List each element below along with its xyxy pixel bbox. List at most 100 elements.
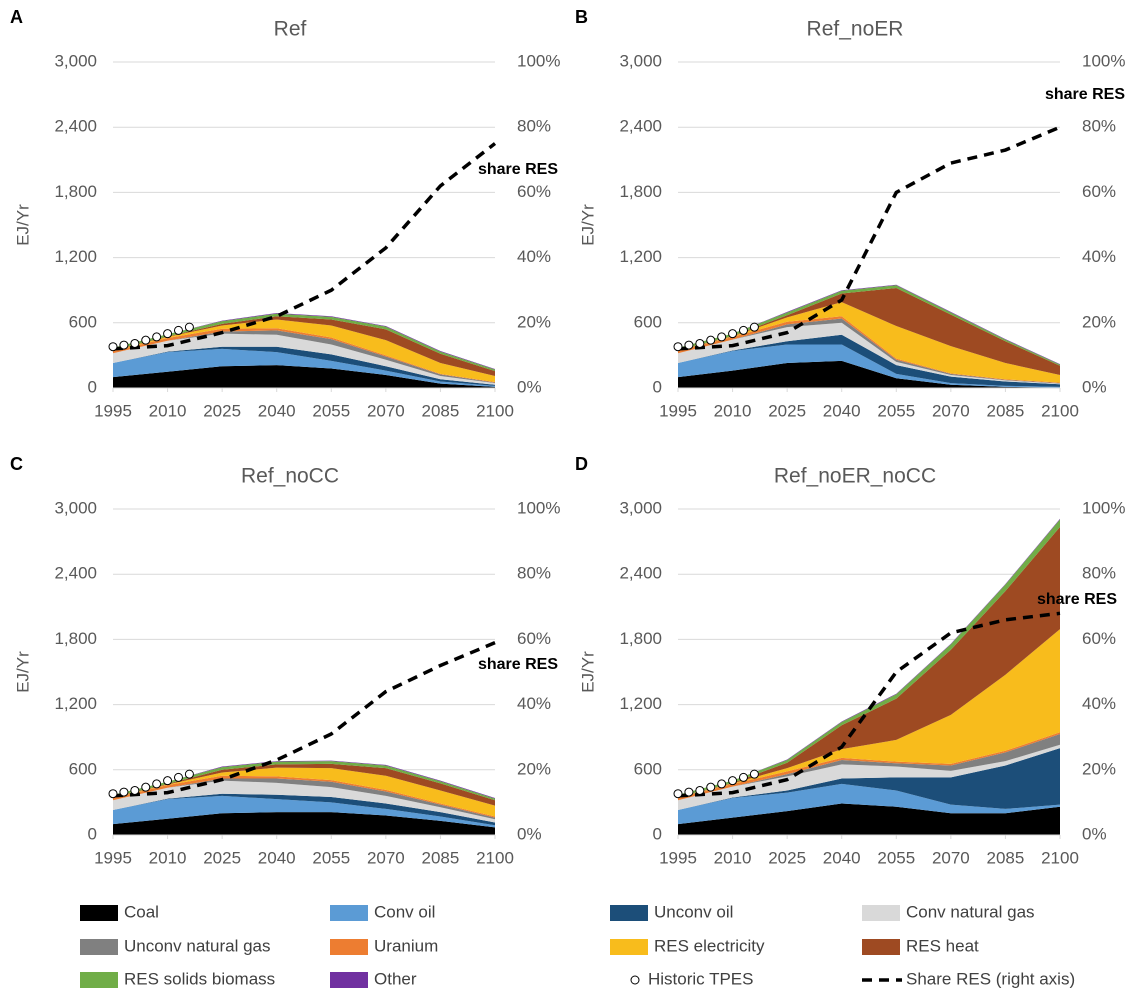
historic-point	[119, 787, 129, 797]
y2-tick-label: 100%	[517, 51, 560, 70]
chart-title: Ref_noCC	[241, 465, 339, 488]
historic-point	[695, 785, 705, 795]
annotation: share RES	[478, 656, 558, 673]
y-axis-label: EJ/Yr	[13, 651, 32, 693]
historic-point	[695, 338, 705, 348]
legend-label: Other	[374, 969, 417, 988]
legend-label: Coal	[124, 902, 159, 921]
y-tick-label: 0	[653, 824, 662, 843]
area	[113, 313, 495, 370]
y2-tick-label: 100%	[1082, 498, 1125, 517]
historic-point	[141, 335, 151, 345]
area	[113, 316, 495, 377]
historic-point	[173, 772, 183, 782]
area	[113, 795, 495, 828]
annotation: share RES	[1037, 591, 1117, 608]
x-tick-label: 1995	[659, 848, 697, 867]
legend-swatch	[330, 939, 368, 955]
area	[678, 302, 1060, 383]
x-tick-label: 2040	[823, 401, 861, 420]
y2-tick-label: 60%	[517, 629, 551, 648]
x-tick-label: 2085	[987, 848, 1025, 867]
x-tick-label: 1995	[94, 848, 132, 867]
historic-point	[163, 776, 173, 786]
x-tick-label: 2100	[1041, 401, 1079, 420]
historic-point	[184, 769, 194, 779]
x-tick-label: 2070	[932, 848, 970, 867]
chart-title: Ref_noER	[807, 18, 904, 41]
x-tick-label: 2040	[258, 401, 296, 420]
y2-tick-label: 20%	[517, 312, 551, 331]
y-tick-label: 3,000	[54, 51, 97, 70]
legend-label: Historic TPES	[648, 969, 754, 988]
y-tick-label: 600	[69, 759, 97, 778]
y-axis-label: EJ/Yr	[578, 651, 597, 693]
y2-tick-label: 20%	[1082, 759, 1116, 778]
y2-tick-label: 80%	[517, 117, 551, 136]
x-tick-label: 1995	[659, 401, 697, 420]
legend-label: Conv oil	[374, 902, 435, 921]
historic-point	[684, 787, 694, 797]
x-tick-label: 2070	[932, 401, 970, 420]
area	[678, 803, 1060, 835]
panel-label: D	[575, 454, 588, 474]
legend-swatch	[862, 905, 900, 921]
area	[113, 812, 495, 835]
y2-tick-label: 40%	[1082, 247, 1116, 266]
x-tick-label: 2055	[877, 848, 915, 867]
y-tick-label: 0	[88, 824, 97, 843]
area	[113, 763, 495, 806]
historic-point	[706, 335, 716, 345]
y-tick-label: 1,200	[54, 247, 97, 266]
historic-point	[738, 772, 748, 782]
y2-tick-label: 20%	[1082, 312, 1116, 331]
historic-point	[108, 789, 118, 799]
y-tick-label: 2,400	[54, 564, 97, 583]
historic-point	[717, 779, 727, 789]
legend-swatch	[862, 939, 900, 955]
area	[678, 288, 1060, 375]
y-tick-label: 3,000	[619, 51, 662, 70]
area	[678, 360, 1060, 388]
area	[113, 365, 495, 388]
legend-label: Conv natural gas	[906, 902, 1035, 921]
y-tick-label: 600	[634, 312, 662, 331]
y2-tick-label: 0%	[517, 824, 542, 843]
y2-tick-label: 100%	[1082, 51, 1125, 70]
historic-point	[673, 342, 683, 352]
area	[113, 313, 495, 372]
share-res-line	[677, 611, 1061, 798]
area	[113, 767, 495, 817]
area	[678, 322, 1060, 385]
legend-label: Uranium	[374, 936, 438, 955]
legend-swatch	[630, 975, 640, 985]
historic-point	[173, 325, 183, 335]
y2-tick-label: 0%	[1082, 377, 1107, 396]
historic-point	[684, 340, 694, 350]
x-tick-label: 2100	[476, 401, 514, 420]
x-tick-label: 2025	[768, 848, 806, 867]
area	[678, 748, 1060, 811]
historic-point	[706, 782, 716, 792]
historic-point	[119, 340, 129, 350]
y-axis-label: EJ/Yr	[13, 204, 32, 246]
historic-point	[108, 342, 118, 352]
legend-swatch	[80, 972, 118, 988]
historic-point	[717, 332, 727, 342]
historic-point	[130, 338, 140, 348]
legend-label: Share RES (right axis)	[906, 969, 1075, 988]
area	[113, 793, 495, 826]
legend-swatch	[610, 905, 648, 921]
area	[113, 346, 495, 386]
area	[678, 744, 1060, 811]
historic-point	[130, 785, 140, 795]
y2-tick-label: 40%	[517, 247, 551, 266]
area	[113, 780, 495, 823]
y2-tick-label: 20%	[517, 759, 551, 778]
x-tick-label: 2100	[1041, 848, 1079, 867]
panel-label: C	[10, 454, 23, 474]
y-tick-label: 1,800	[619, 629, 662, 648]
legend-swatch	[330, 905, 368, 921]
historic-point	[152, 332, 162, 342]
x-tick-label: 2070	[367, 848, 405, 867]
